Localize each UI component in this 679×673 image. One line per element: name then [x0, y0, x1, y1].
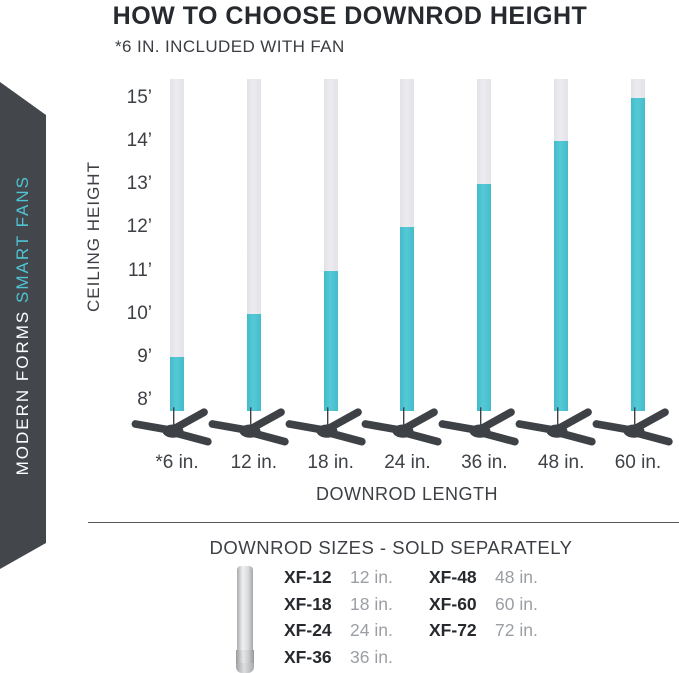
section-divider — [88, 522, 679, 523]
x-category-label: 24 in. — [384, 452, 431, 473]
ceiling-fan-icon — [208, 407, 292, 451]
y-tick-label: 13’ — [126, 173, 152, 195]
bar-track — [400, 79, 415, 411]
ceiling-fan-icon — [361, 407, 445, 451]
downrod-size: 60 in. — [495, 593, 538, 614]
downrod-size: 12 in. — [350, 567, 393, 587]
size-table-row: XF-12 12 in. — [284, 567, 393, 587]
downrod-model: XF-60 — [429, 593, 477, 614]
y-tick-label: 11’ — [128, 259, 152, 281]
bar-fill — [400, 227, 415, 411]
bar-track — [554, 79, 569, 411]
size-table-row: XF-24 24 in. — [284, 620, 393, 640]
y-tick-label: 12’ — [126, 216, 152, 238]
bar-fill — [630, 98, 645, 411]
y-tick-label: 14’ — [126, 130, 152, 152]
downrod-model: XF-48 — [429, 567, 477, 587]
downrod-collar-icon — [236, 650, 254, 663]
size-table-row: XF-36 36 in. — [284, 646, 393, 667]
downrod-tip-icon — [236, 663, 254, 673]
x-category-label: *6 in. — [155, 452, 199, 473]
x-category-label: 18 in. — [307, 452, 354, 473]
size-table-row: XF-18 18 in. — [284, 593, 393, 614]
size-table-row: XF-72 72 in. — [429, 620, 538, 640]
downrod-model: XF-24 — [284, 620, 332, 640]
downrod-size: 48 in. — [495, 567, 538, 587]
downrod-size: 36 in. — [350, 646, 393, 667]
page-title: HOW TO CHOOSE DOWNROD HEIGHT — [112, 2, 588, 30]
x-category-label: 60 in. — [614, 452, 662, 473]
size-table-column: XF-12 12 in. XF-18 18 in. XF-24 24 in. XF-36 36… — [284, 567, 393, 673]
brand-tagline: SMART FANS — [13, 175, 32, 304]
ceiling-fan-icon — [592, 407, 676, 451]
size-table-row: XF-48 48 in. — [429, 567, 538, 587]
x-category-label: 12 in. — [230, 452, 278, 473]
bar-track — [246, 79, 261, 411]
ceiling-fan-icon — [438, 407, 522, 451]
bar-fill — [554, 141, 569, 411]
subtitle-note: *6 IN. INCLUDED WITH FAN — [115, 37, 345, 56]
x-axis-label: DOWNROD LENGTH — [316, 484, 498, 504]
bar-track — [630, 79, 645, 411]
y-tick-label: 10’ — [126, 302, 152, 324]
brand-text: MODERN FORMS SMART FANS — [13, 175, 33, 475]
downrod-model: XF-12 — [284, 567, 332, 587]
downrod-model: XF-18 — [284, 593, 332, 614]
bar-track — [170, 79, 184, 411]
downrod-size: 72 in. — [495, 620, 538, 640]
ceiling-fan-icon — [515, 407, 599, 451]
y-tick-label: 15’ — [126, 87, 152, 109]
downrod-size: 24 in. — [350, 620, 393, 640]
x-category-label: 36 in. — [461, 452, 508, 473]
downrod-model: XF-72 — [429, 620, 477, 640]
brand-ribbon: MODERN FORMS SMART FANS — [0, 82, 46, 569]
ceiling-fan-icon — [131, 407, 215, 451]
bar-fill — [323, 270, 338, 411]
y-tick-label: 9’ — [137, 345, 152, 367]
downrod-size: 18 in. — [350, 593, 393, 614]
bar-fill — [246, 313, 261, 411]
x-category-label: 48 in. — [537, 452, 585, 473]
size-table-column: XF-48 48 in. XF-60 60 in. XF-72 72 in. — [429, 567, 538, 647]
brand-name: MODERN FORMS — [13, 303, 32, 476]
bar-fill — [477, 184, 492, 411]
downrod-model: XF-36 — [284, 646, 332, 667]
y-axis-label: CEILING HEIGHT — [84, 161, 103, 312]
bar-fill — [170, 356, 184, 411]
bar-track — [323, 79, 338, 411]
y-tick-label: 8’ — [137, 389, 152, 410]
ceiling-fan-icon — [285, 407, 369, 451]
size-table-row: XF-60 60 in. — [429, 593, 538, 614]
downrod-icon — [237, 566, 253, 652]
bar-track — [477, 79, 492, 411]
sizes-heading: DOWNROD SIZES - SOLD SEPARATELY — [209, 537, 573, 558]
